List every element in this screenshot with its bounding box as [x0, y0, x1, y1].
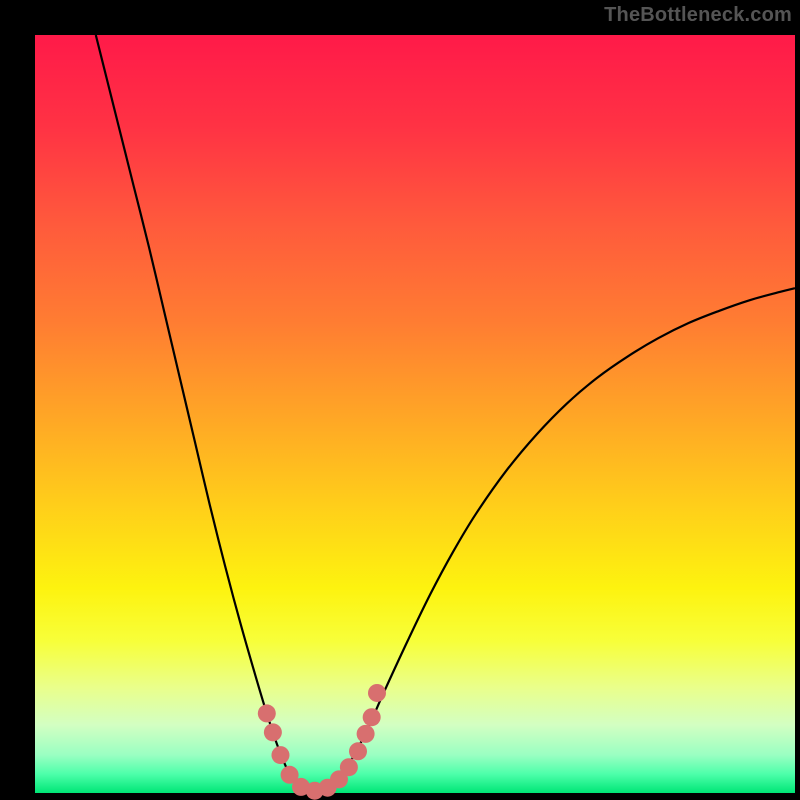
- right-curve: [312, 288, 795, 793]
- watermark-text: TheBottleneck.com: [604, 4, 792, 27]
- data-marker: [271, 746, 289, 764]
- data-marker: [368, 684, 386, 702]
- plot-area: [35, 35, 795, 793]
- data-marker: [357, 725, 375, 743]
- data-marker: [340, 758, 358, 776]
- data-marker: [349, 742, 367, 760]
- curves-layer: [35, 35, 795, 793]
- left-curve: [96, 35, 313, 793]
- data-marker: [258, 704, 276, 722]
- data-marker: [363, 708, 381, 726]
- data-marker: [264, 723, 282, 741]
- chart-container: TheBottleneck.com: [0, 0, 800, 800]
